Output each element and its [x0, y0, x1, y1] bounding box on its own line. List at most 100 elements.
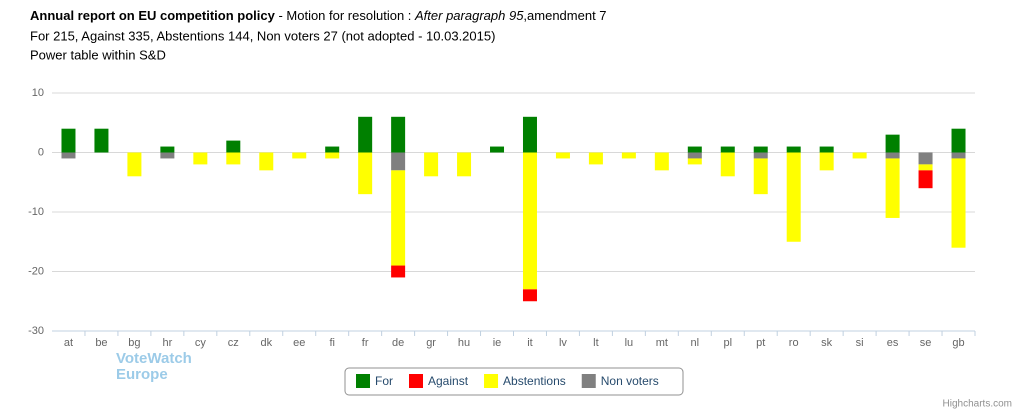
bar [61, 128, 76, 153]
bar [918, 152, 933, 165]
x-tick-label: nl [691, 337, 700, 349]
x-tick-label: sk [821, 337, 833, 349]
x-tick-label: be [95, 337, 107, 349]
x-tick-label: lt [593, 337, 599, 349]
bar [193, 152, 208, 165]
bar [951, 128, 966, 153]
bar [391, 152, 406, 171]
bar [391, 116, 406, 153]
x-tick-label: pt [756, 337, 765, 349]
bar [918, 170, 933, 189]
bar [753, 152, 768, 159]
x-tick-label: cz [228, 337, 239, 349]
y-tick-label: -30 [28, 325, 44, 337]
bar [358, 116, 373, 153]
bar [687, 158, 702, 165]
bar [786, 146, 801, 153]
bar [226, 152, 241, 165]
y-tick-label: -20 [28, 265, 44, 277]
legend-label: Abstentions [503, 374, 566, 388]
x-tick-label: pl [723, 337, 732, 349]
logo: Europe [116, 366, 168, 383]
bar [786, 152, 801, 242]
logo: VoteWatch [116, 350, 192, 367]
legend-label: Non voters [601, 374, 659, 388]
bar [588, 152, 603, 165]
legend-swatch [356, 374, 370, 388]
bar [292, 152, 307, 159]
x-tick-label: ee [293, 337, 305, 349]
x-tick-label: ie [493, 337, 502, 349]
x-tick-label: lv [559, 337, 567, 349]
bar [852, 152, 867, 159]
bar [885, 134, 900, 153]
bar [391, 265, 406, 278]
bar [226, 140, 241, 153]
x-tick-label: es [887, 337, 899, 349]
bar [391, 170, 406, 266]
x-tick-label: mt [656, 337, 668, 349]
x-tick-label: it [527, 337, 533, 349]
bar [522, 152, 537, 290]
x-tick-label: se [920, 337, 932, 349]
x-tick-label: gb [952, 337, 964, 349]
bar [457, 152, 472, 177]
bar [94, 128, 109, 153]
legend-label: Against [428, 374, 469, 388]
legend-swatch [409, 374, 423, 388]
bar [160, 146, 175, 153]
bar [160, 152, 175, 159]
x-tick-label: fi [329, 337, 335, 349]
bar [61, 152, 76, 159]
bar [555, 152, 570, 159]
x-tick-label: si [856, 337, 864, 349]
credits: Highcharts.com [943, 399, 1012, 410]
subtitle: Power table within S&D [30, 47, 166, 62]
bar [753, 158, 768, 195]
bar [885, 158, 900, 218]
legend-swatch [581, 374, 596, 388]
legend-label: For [375, 374, 393, 388]
bar [654, 152, 669, 171]
x-tick-label: dk [260, 337, 272, 349]
bar [325, 146, 340, 153]
y-tick-label: -10 [28, 206, 44, 218]
bar [951, 152, 966, 159]
bar [325, 152, 340, 159]
bar [885, 152, 900, 159]
legend-box [344, 367, 684, 396]
y-tick-label: 0 [38, 146, 44, 158]
bar [358, 152, 373, 195]
x-tick-label: hr [162, 337, 172, 349]
x-tick-label: gr [426, 337, 436, 349]
bar [424, 152, 439, 177]
bar [259, 152, 274, 171]
bar [621, 152, 636, 159]
legend-swatch [484, 374, 499, 388]
bar [819, 146, 834, 153]
chart-title: Annual report on EU competition policy -… [30, 8, 607, 23]
bar [753, 146, 768, 153]
x-tick-label: cy [195, 337, 207, 349]
bar [687, 152, 702, 159]
subtitle: For 215, Against 335, Abstentions 144, N… [30, 28, 495, 43]
bar [819, 152, 834, 171]
bar [687, 146, 702, 153]
bar [127, 152, 142, 177]
x-tick-label: hu [458, 337, 470, 349]
y-tick-label: 10 [32, 87, 44, 99]
bar [522, 116, 537, 153]
bar [720, 146, 735, 153]
x-tick-label: de [392, 337, 404, 349]
bar [918, 164, 933, 171]
bar [951, 158, 966, 248]
x-tick-label: ro [789, 337, 799, 349]
x-tick-label: fr [362, 337, 369, 349]
bar [490, 146, 505, 153]
x-tick-label: lu [625, 337, 634, 349]
x-tick-label: bg [128, 337, 140, 349]
bar [720, 152, 735, 177]
x-tick-label: at [64, 337, 73, 349]
bar [522, 289, 537, 302]
